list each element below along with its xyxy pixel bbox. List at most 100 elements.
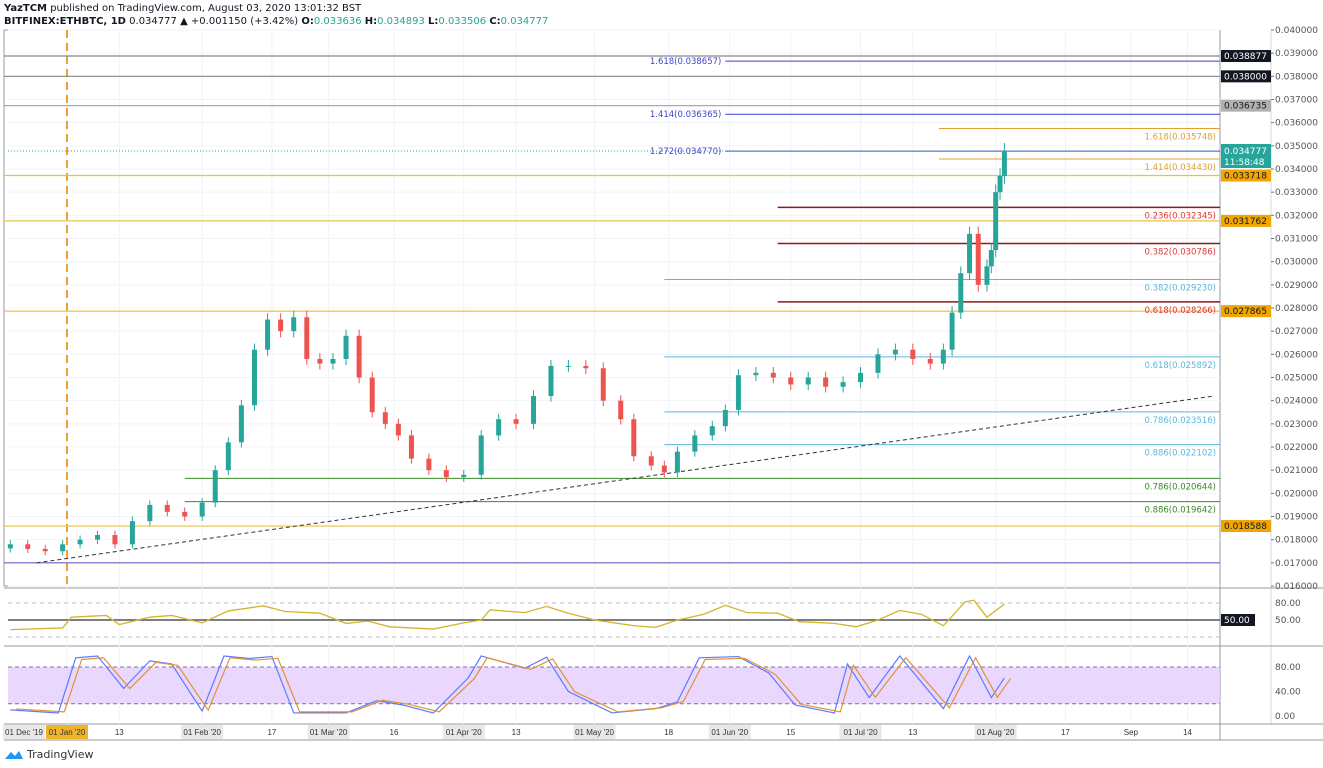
x-tick-bg: [708, 725, 751, 739]
candle-body: [25, 544, 31, 549]
x-tick-label: 01 Aug '20: [977, 728, 1015, 737]
price-change: ▲ +0.001150 (+3.42%): [180, 16, 299, 27]
candle-body: [496, 419, 502, 436]
candle-body: [548, 365, 554, 397]
candle-body: [291, 317, 297, 332]
y-tick-label: 0.019000: [1275, 513, 1318, 523]
x-tick-bg: [181, 725, 224, 739]
symbol[interactable]: BITFINEX:ETHBTC, 1D: [4, 16, 126, 27]
y-tick-label: 0.028000: [1275, 304, 1318, 314]
tradingview-logo[interactable]: TradingView: [4, 748, 93, 761]
candle-body: [984, 266, 990, 285]
candle-body: [709, 426, 715, 436]
x-tick-bg: [974, 725, 1017, 739]
candle-body: [343, 335, 349, 359]
candle-body: [805, 377, 811, 385]
candle-body: [927, 358, 933, 364]
x-tick-label: 17: [267, 728, 276, 737]
x-tick-label: 13: [115, 728, 124, 737]
candle-body: [330, 358, 336, 364]
last-price: 0.034777: [129, 16, 177, 27]
price-badge: [1221, 70, 1271, 83]
price-badge-label: 0.033718: [1224, 172, 1267, 182]
y-tick-label: 0.024000: [1275, 397, 1318, 407]
price-badge-label: 0.031762: [1224, 217, 1267, 227]
rsi-line: [10, 599, 1005, 631]
candle-body: [997, 175, 1003, 193]
x-tick-bg: [3, 725, 45, 739]
y-tick-label: 0.026000: [1275, 350, 1318, 360]
x-tick-label: 01 Mar '20: [310, 728, 348, 737]
x-tick-label: 01 May '20: [575, 728, 614, 737]
price-badge-label: 0.038877: [1224, 52, 1267, 62]
fib-level-label: 0.618(0.028266): [1144, 306, 1216, 316]
stoch-tick-label: 0.00: [1275, 712, 1295, 722]
y-tick-label: 0.031000: [1275, 235, 1318, 245]
candle-body: [735, 375, 741, 410]
candle-body: [408, 435, 414, 459]
price-badge: [1221, 169, 1271, 182]
y-tick-label: 0.025000: [1275, 374, 1318, 384]
fib-level-label: 1.414(0.036365): [650, 110, 722, 120]
x-tick-bg: [839, 725, 882, 739]
candle-body: [967, 233, 973, 274]
x-tick-label: 16: [390, 728, 399, 737]
fib-level-label: 0.382(0.029230): [1144, 284, 1216, 294]
y-tick-label: 0.039000: [1275, 49, 1318, 59]
x-tick-label: 17: [1061, 728, 1070, 737]
publish-info: YazTCM published on TradingView.com, Aug…: [4, 3, 361, 14]
y-tick-label: 0.018000: [1275, 536, 1318, 546]
price-badge-label: 0.038000: [1224, 72, 1267, 82]
x-tick-label: 01 Jul '20: [844, 728, 879, 737]
candle-body: [225, 442, 231, 471]
candle-body: [443, 470, 449, 478]
rsi-tick-label: 50.00: [1275, 616, 1301, 626]
high-label: H:: [364, 16, 378, 27]
candle-body: [788, 377, 794, 385]
y-tick-label: 0.040000: [1275, 26, 1318, 36]
x-tick-bg: [46, 725, 88, 739]
candle-body: [770, 372, 776, 378]
x-tick-label: 13: [908, 728, 917, 737]
fib-level-label: 0.786(0.023516): [1144, 416, 1216, 426]
y-tick-label: 0.022000: [1275, 443, 1318, 453]
candle-body: [461, 474, 467, 478]
candle-body: [722, 409, 728, 427]
candle-body: [513, 419, 519, 424]
candle-body: [823, 377, 829, 387]
candle-body: [1001, 150, 1007, 176]
candle-body: [993, 192, 999, 251]
candle-body: [674, 451, 680, 473]
open-value: 0.033636: [313, 16, 362, 27]
x-tick-bg: [442, 725, 485, 739]
price-badge: [1221, 214, 1271, 227]
candle-body: [858, 372, 864, 383]
candle-body: [382, 412, 388, 424]
fib-level-label: 0.618(0.025892): [1144, 361, 1216, 371]
fib-level-label: 0.236(0.032345): [1144, 211, 1216, 221]
candle-body: [958, 273, 964, 313]
y-tick-label: 0.034000: [1275, 165, 1318, 175]
price-badge: [1221, 520, 1271, 533]
y-tick-label: 0.035000: [1275, 142, 1318, 152]
candle-body: [77, 539, 83, 545]
candle-body: [147, 504, 153, 522]
price-badge-label: 0.027865: [1224, 307, 1267, 317]
price-badge: [1221, 305, 1271, 318]
x-tick-label: 01 Apr '20: [446, 728, 482, 737]
y-tick-label: 0.029000: [1275, 281, 1318, 291]
rsi-badge: [1221, 614, 1255, 626]
y-tick-label: 0.021000: [1275, 466, 1318, 476]
x-tick-label: 14: [1183, 728, 1192, 737]
current-price-badge: [1221, 143, 1271, 168]
countdown-label: 11:58:48: [1224, 158, 1265, 168]
y-tick-label: 0.036000: [1275, 119, 1318, 129]
y-tick-label: 0.032000: [1275, 211, 1318, 221]
candle-body: [42, 548, 48, 552]
close-value: 0.034777: [500, 16, 549, 27]
candle-body: [238, 405, 244, 443]
fib-level-label: 0.786(0.020644): [1144, 482, 1216, 492]
y-tick-label: 0.023000: [1275, 420, 1318, 430]
x-tick-label: 18: [664, 728, 673, 737]
